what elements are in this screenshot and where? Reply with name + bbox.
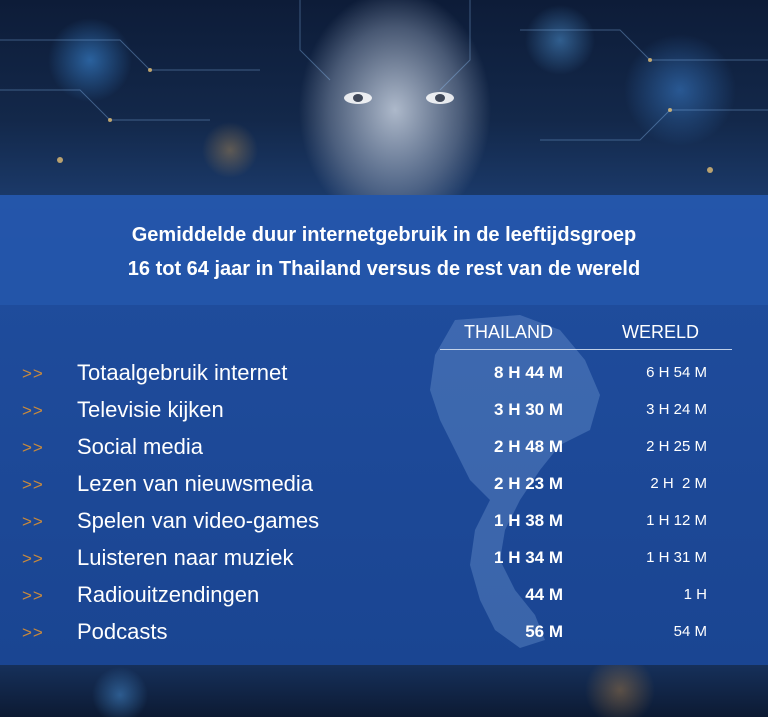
row-label: Luisteren naar muziek: [77, 545, 294, 570]
row-world-value: 3 H 24 M: [646, 401, 707, 418]
header-divider: [440, 349, 732, 350]
row-arrow-icon: >>: [22, 475, 44, 494]
table-row: >> Spelen van video-games 1 H 38 M 1 H 1…: [0, 508, 768, 544]
table-row: >> Totaalgebruik internet 8 H 44 M 6 H 5…: [0, 360, 768, 396]
row-world-value: 2 H 2 M: [650, 475, 707, 492]
row-thailand-value: 2 H 23 M: [494, 474, 563, 493]
hero-background-image: [0, 0, 768, 200]
row-label: Spelen van video-games: [77, 508, 320, 533]
row-thailand-value: 44 M: [525, 585, 563, 604]
table-row: >> Lezen van nieuwsmedia 2 H 23 M 2 H 2 …: [0, 471, 768, 507]
row-world-value: 1 H 31 M: [646, 549, 707, 566]
page-title: Gemiddelde duur internetgebruik in de le…: [0, 218, 768, 286]
row-arrow-icon: >>: [22, 623, 44, 642]
title-line-1: Gemiddelde duur internetgebruik in de le…: [131, 224, 637, 246]
row-label: Podcasts: [77, 619, 168, 644]
row-arrow-icon: >>: [22, 586, 44, 605]
row-thailand-value: 2 H 48 M: [494, 437, 563, 456]
row-arrow-icon: >>: [22, 401, 44, 420]
row-thailand-value: 3 H 30 M: [494, 400, 563, 419]
circuit-lines: [0, 0, 768, 173]
row-thailand-value: 56 M: [525, 622, 563, 641]
row-label: Lezen van nieuwsmedia: [77, 471, 314, 496]
row-thailand-value: 8 H 44 M: [494, 363, 563, 382]
row-arrow-icon: >>: [22, 512, 44, 531]
title-line-2: 16 tot 64 jaar in Thailand versus de res…: [127, 258, 641, 280]
row-world-value: 2 H 25 M: [646, 438, 707, 455]
row-world-value: 54 M: [673, 623, 707, 640]
row-arrow-icon: >>: [22, 438, 44, 457]
row-thailand-value: 1 H 34 M: [494, 548, 563, 567]
column-header-thailand: THAILAND: [464, 322, 554, 342]
table-row: >> Radiouitzendingen 44 M 1 H: [0, 582, 768, 618]
bottom-background-image: [0, 665, 768, 717]
title-band: [0, 195, 768, 305]
row-label: Totaalgebruik internet: [77, 360, 288, 385]
column-header-world: WERELD: [622, 322, 700, 342]
row-world-value: 6 H 54 M: [646, 364, 707, 381]
row-arrow-icon: >>: [22, 549, 44, 568]
row-label: Social media: [77, 434, 203, 459]
row-label: Radiouitzendingen: [77, 582, 260, 607]
row-world-value: 1 H: [683, 586, 707, 603]
row-arrow-icon: >>: [22, 364, 44, 383]
table-row: >> Social media 2 H 48 M 2 H 25 M: [0, 434, 768, 470]
table-row: >> Luisteren naar muziek 1 H 34 M 1 H 31…: [0, 545, 768, 581]
row-label: Televisie kijken: [77, 397, 224, 422]
row-thailand-value: 1 H 38 M: [494, 511, 563, 530]
table-row: >> Podcasts 56 M 54 M: [0, 619, 768, 655]
table-row: >> Televisie kijken 3 H 30 M 3 H 24 M: [0, 397, 768, 433]
row-world-value: 1 H 12 M: [646, 512, 707, 529]
